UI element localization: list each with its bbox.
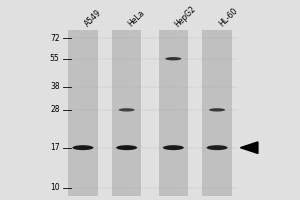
Polygon shape [240, 142, 258, 153]
Text: 28: 28 [50, 105, 60, 114]
Ellipse shape [209, 108, 225, 112]
Text: 10: 10 [50, 183, 60, 192]
Text: 38: 38 [50, 82, 60, 91]
FancyBboxPatch shape [112, 30, 141, 196]
Text: HL-60: HL-60 [217, 7, 239, 29]
FancyBboxPatch shape [68, 30, 98, 196]
Ellipse shape [72, 145, 93, 150]
Text: A549: A549 [83, 8, 103, 29]
FancyBboxPatch shape [159, 30, 188, 196]
Ellipse shape [116, 145, 137, 150]
Ellipse shape [163, 145, 184, 150]
Text: HeLa: HeLa [127, 9, 147, 29]
Ellipse shape [118, 108, 135, 112]
FancyBboxPatch shape [202, 30, 232, 196]
Text: 72: 72 [50, 34, 60, 43]
Ellipse shape [207, 145, 228, 150]
Ellipse shape [165, 57, 182, 60]
Text: 55: 55 [50, 54, 60, 63]
Text: 17: 17 [50, 143, 60, 152]
Text: HepG2: HepG2 [173, 4, 198, 29]
